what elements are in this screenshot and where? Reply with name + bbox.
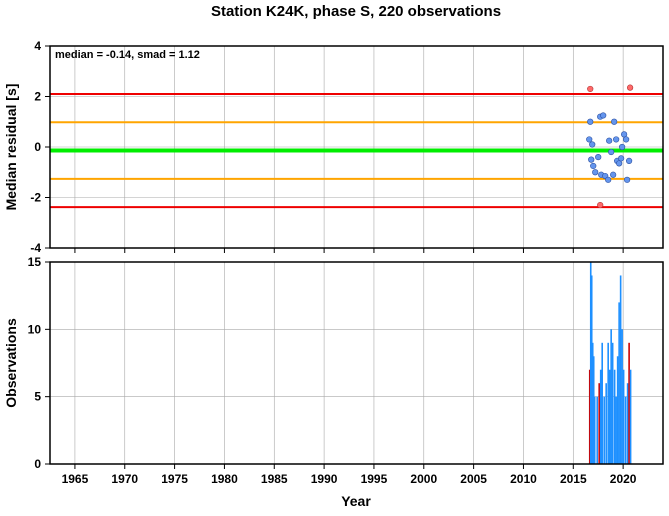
residual-point <box>619 143 626 151</box>
residual-point <box>605 176 612 183</box>
y-tick-label: 15 <box>28 255 42 269</box>
x-tick-label: 1975 <box>161 472 188 486</box>
residual-annotation: median = -0.14, smad = 1.12 <box>55 49 200 61</box>
observation-bar-outlier <box>628 342 630 464</box>
observation-bar <box>590 275 593 464</box>
observation-bar <box>629 369 632 464</box>
y-tick-label: 4 <box>34 39 41 53</box>
residual-grid <box>50 45 663 249</box>
observation-bar-outlier <box>598 383 601 464</box>
observation-bar <box>624 396 627 464</box>
observations-bars <box>588 262 632 464</box>
x-tick-label: 1970 <box>111 472 138 486</box>
residual-point <box>613 136 620 143</box>
y-tick-label: 5 <box>34 390 41 404</box>
residual-x-ticks <box>74 248 624 253</box>
residual-y-ticks: -4 -2 0 2 4 <box>30 39 50 255</box>
residual-point <box>592 169 599 176</box>
residual-reference-lines <box>50 92 663 209</box>
observation-bar <box>608 369 611 464</box>
residual-point <box>600 112 607 119</box>
x-axis-label: Year <box>341 493 371 509</box>
x-tick-label: 2000 <box>410 472 437 486</box>
residual-point <box>611 118 618 125</box>
residual-point <box>608 148 615 156</box>
residual-point <box>623 136 630 143</box>
observations-grid <box>50 261 663 465</box>
y-tick-label: 2 <box>34 90 41 104</box>
residual-outlier-point <box>587 85 594 93</box>
observations-x-ticks: 1965 1970 1975 1980 1985 1990 1995 2000 2005 2010… <box>62 464 637 486</box>
observations-panel: 0 5 10 15 1965 1970 1975 1980 1985 1990 1995 2000 2… <box>3 255 664 509</box>
x-tick-label: 1980 <box>211 472 238 486</box>
x-tick-label: 1985 <box>261 472 288 486</box>
observation-bar <box>601 342 603 464</box>
residual-point <box>586 136 593 143</box>
observation-bar <box>605 383 607 464</box>
observation-bar <box>592 356 595 464</box>
observation-bar <box>607 342 609 464</box>
observation-bar <box>610 329 612 464</box>
y-tick-label: 0 <box>34 140 41 154</box>
observation-bar <box>626 383 629 464</box>
observation-bar <box>603 396 605 464</box>
x-tick-label: 2010 <box>510 472 537 486</box>
y-tick-label: 0 <box>34 457 41 471</box>
residual-point <box>618 155 625 162</box>
residual-points <box>586 84 634 209</box>
observation-bar <box>596 396 599 464</box>
residual-y-axis-label: Median residual [s] <box>3 84 19 211</box>
x-tick-label: 2020 <box>610 472 637 486</box>
x-tick-label: 2005 <box>460 472 487 486</box>
chart-title: Station K24K, phase S, 220 observations <box>211 3 501 20</box>
residual-point <box>590 162 597 170</box>
observations-y-axis-label: Observations <box>3 318 19 408</box>
observation-bar <box>622 369 625 464</box>
observation-bar <box>621 329 623 464</box>
observation-bar <box>589 262 592 464</box>
y-tick-label: -2 <box>30 191 41 205</box>
observation-bar <box>613 369 616 464</box>
residual-outlier-point <box>627 84 634 91</box>
observation-bar <box>616 356 619 464</box>
observations-y-ticks: 0 5 10 15 <box>28 255 50 471</box>
observation-bar-outlier <box>588 369 591 464</box>
y-tick-label: -4 <box>30 241 41 255</box>
observation-bar <box>611 342 614 464</box>
residual-panel: -4 -2 0 2 4 median = -0.14, smad = 1.12 Medi… <box>3 39 664 255</box>
observation-bar <box>593 396 596 464</box>
observation-bar <box>619 275 622 464</box>
x-tick-label: 2015 <box>560 472 587 486</box>
observation-bar <box>618 302 620 464</box>
residual-point <box>626 157 633 164</box>
observations-panel-frame <box>49 261 664 465</box>
residual-point <box>610 171 617 178</box>
residual-point <box>595 154 602 161</box>
residual-point <box>624 176 631 183</box>
residual-point <box>587 118 594 125</box>
residual-point <box>588 156 595 163</box>
observation-bar <box>615 396 617 464</box>
x-tick-label: 1965 <box>62 472 89 486</box>
residual-outlier-point <box>597 201 604 209</box>
observation-bar <box>591 342 594 464</box>
residual-point <box>589 141 596 148</box>
x-tick-label: 1995 <box>361 472 388 486</box>
observation-bar <box>599 369 602 464</box>
x-tick-label: 1990 <box>311 472 338 486</box>
residual-point <box>606 137 613 144</box>
y-tick-label: 10 <box>28 322 42 336</box>
